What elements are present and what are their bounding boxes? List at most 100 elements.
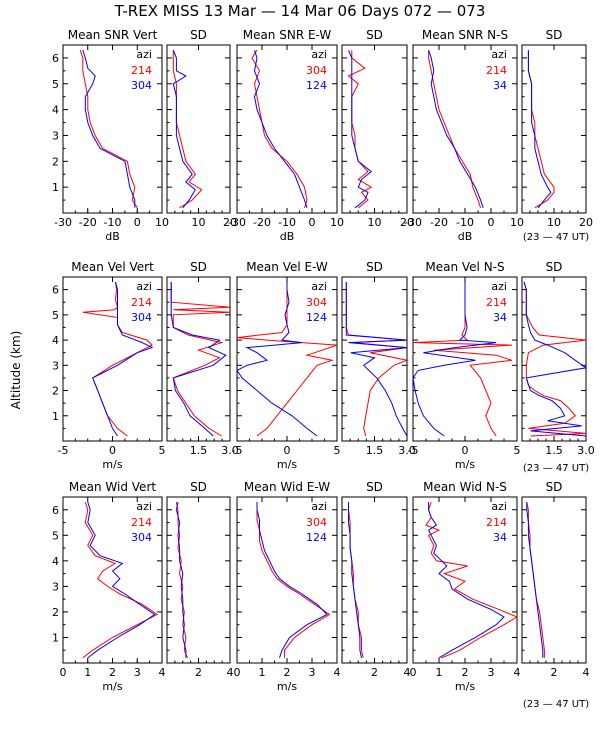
series-line-124 (256, 502, 328, 659)
x-tick-label: 1.5 (545, 444, 563, 457)
series-line-304 (251, 49, 308, 208)
x-tick-label: 10 (368, 216, 382, 229)
series-line-34 (427, 502, 505, 659)
series-line-304 (345, 282, 409, 437)
x-tick-label: 5 (159, 444, 166, 457)
x-tick-label: -20 (253, 216, 271, 229)
x-tick-label: 4 (514, 666, 521, 679)
panel-0-5: SD 10 20 (521, 28, 593, 229)
y-tick-label: 2 (52, 606, 59, 619)
legend-entry-304: 304 (131, 311, 152, 324)
x-tick-label: -30 (228, 216, 246, 229)
x-tick-label: 3 (134, 666, 141, 679)
panel-0-0: Mean SNR Vert -30 -20 -10 0 10 1 2 3 4 5 6 dB azi 214 3… (52, 28, 169, 243)
x-tick-label: 0 (462, 444, 469, 457)
y-tick-label: 2 (52, 155, 59, 168)
y-tick-label: 2 (52, 385, 59, 398)
legend-entry-214: 214 (486, 516, 507, 529)
x-tick-label: -20 (79, 216, 97, 229)
x-tick-label: 5 (514, 444, 521, 457)
panel-frame (166, 496, 231, 664)
panel-title: Mean SNR Vert (68, 28, 158, 42)
y-tick-label: 4 (52, 334, 59, 347)
panel-title: SD (190, 28, 207, 42)
x-tick-label: 4 (404, 666, 411, 679)
legend-title: azi (311, 280, 327, 293)
series-line-124 (348, 50, 373, 209)
x-tick-label: 10 (510, 216, 524, 229)
legend-title: azi (491, 500, 507, 513)
legend-title: azi (491, 48, 507, 61)
legend-title: azi (311, 48, 327, 61)
series-line-214 (175, 501, 188, 659)
panel-title: SD (546, 260, 563, 274)
legend-entry-214: 214 (131, 64, 152, 77)
panel-title: Mean SNR E-W (243, 28, 332, 42)
panel-1-3: SD 1.5 3.0 (341, 260, 416, 457)
series-line-124 (253, 50, 308, 208)
y-tick-label: 5 (52, 78, 59, 91)
panel-title: Mean Wid Vert (69, 480, 156, 494)
x-tick-label: 2 (109, 666, 116, 679)
series-line-304 (175, 501, 187, 658)
x-tick-label: 1.5 (190, 444, 208, 457)
legend-entry-124: 124 (306, 79, 327, 92)
x-tick-label: 0 (309, 216, 316, 229)
x-axis-label: m/s (455, 458, 475, 471)
x-tick-label: -20 (430, 216, 448, 229)
panels: Mean SNR Vert-30 -20 -10 0 10123456dBazi2143… (52, 28, 595, 693)
series-line-124 (345, 282, 408, 437)
x-tick-label: 3.0 (577, 444, 595, 457)
series-line-304 (87, 501, 156, 659)
y-tick-label: 3 (52, 580, 59, 593)
x-tick-label: 2 (462, 666, 469, 679)
legend-entry-304: 304 (306, 296, 327, 309)
y-tick-label: 3 (52, 129, 59, 142)
panel-title: Mean Vel Vert (71, 260, 154, 274)
y-tick-label: 6 (52, 284, 59, 297)
x-tick-label: -30 (404, 216, 422, 229)
y-axis-label: Altitude (km) (9, 331, 23, 410)
x-tick-label: 20 (579, 216, 593, 229)
panel-1-5: SD 1.5 3.0 (521, 260, 595, 457)
panel-title: Mean SNR N-S (422, 28, 508, 42)
x-tick-label: 10 (547, 216, 561, 229)
legend-title: azi (136, 48, 152, 61)
x-tick-label: -5 (232, 444, 243, 457)
panel-0-2: Mean SNR E-W -30 -20 -10 0 10 dB azi 304 124 (228, 28, 344, 243)
legend-title: azi (136, 280, 152, 293)
x-tick-label: 1.5 (366, 444, 384, 457)
series-line-214 (172, 50, 203, 209)
panel-title: SD (546, 480, 563, 494)
series-line-124 (236, 282, 318, 437)
x-tick-label: 10 (155, 216, 169, 229)
legend-title: azi (491, 280, 507, 293)
x-tick-label: -30 (54, 216, 72, 229)
panel-title: Mean Wid E-W (244, 480, 330, 494)
x-tick-label: 4 (227, 666, 234, 679)
series-line-34 (526, 502, 544, 658)
y-tick-label: 6 (52, 504, 59, 517)
panel-title: SD (190, 480, 207, 494)
x-tick-label: 0 (234, 666, 241, 679)
series-line-214 (523, 281, 587, 437)
panel-2-2: Mean Wid E-W 0 1 2 3 4 m/s azi 304 124 (234, 480, 341, 693)
panel-frame (521, 496, 587, 664)
legend-entry-214: 214 (486, 296, 507, 309)
x-tick-label: 3.0 (221, 444, 239, 457)
legend-entry-34: 34 (493, 311, 507, 324)
series-line-34 (428, 50, 484, 208)
panel-2-1: SD 2 4 (166, 480, 234, 679)
y-tick-label: 1 (52, 631, 59, 644)
legend-entry-214: 214 (131, 296, 152, 309)
series-line-304 (170, 282, 227, 437)
x-axis-label: m/s (102, 458, 122, 471)
panel-0-4: Mean SNR N-S -30 -20 -10 0 10 dB azi 214 34 (404, 28, 524, 243)
panel-0-3: SD 10 20 (341, 28, 414, 229)
series-line-304 (347, 50, 373, 209)
legend-entry-304: 304 (306, 516, 327, 529)
x-axis-label: dB (105, 230, 120, 243)
panel-1-4: Mean Vel N-S -5 0 5 m/s azi 214 34 (408, 260, 521, 471)
y-tick-label: 4 (52, 555, 59, 568)
